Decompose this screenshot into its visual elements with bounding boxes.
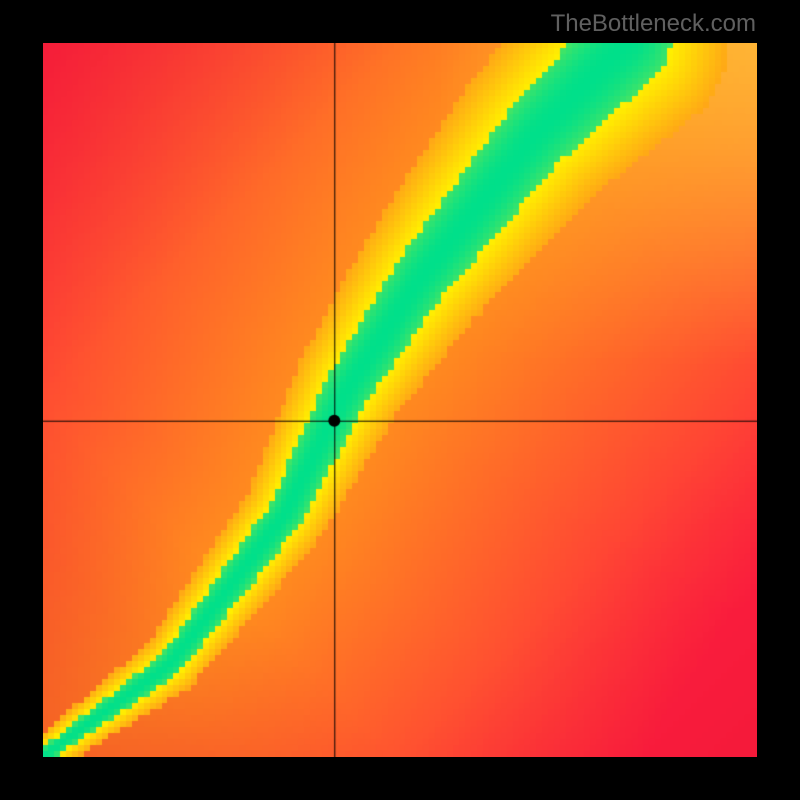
chart-container: TheBottleneck.com bbox=[0, 0, 800, 800]
watermark-text: TheBottleneck.com bbox=[551, 10, 756, 38]
bottleneck-heatmap bbox=[43, 43, 757, 757]
